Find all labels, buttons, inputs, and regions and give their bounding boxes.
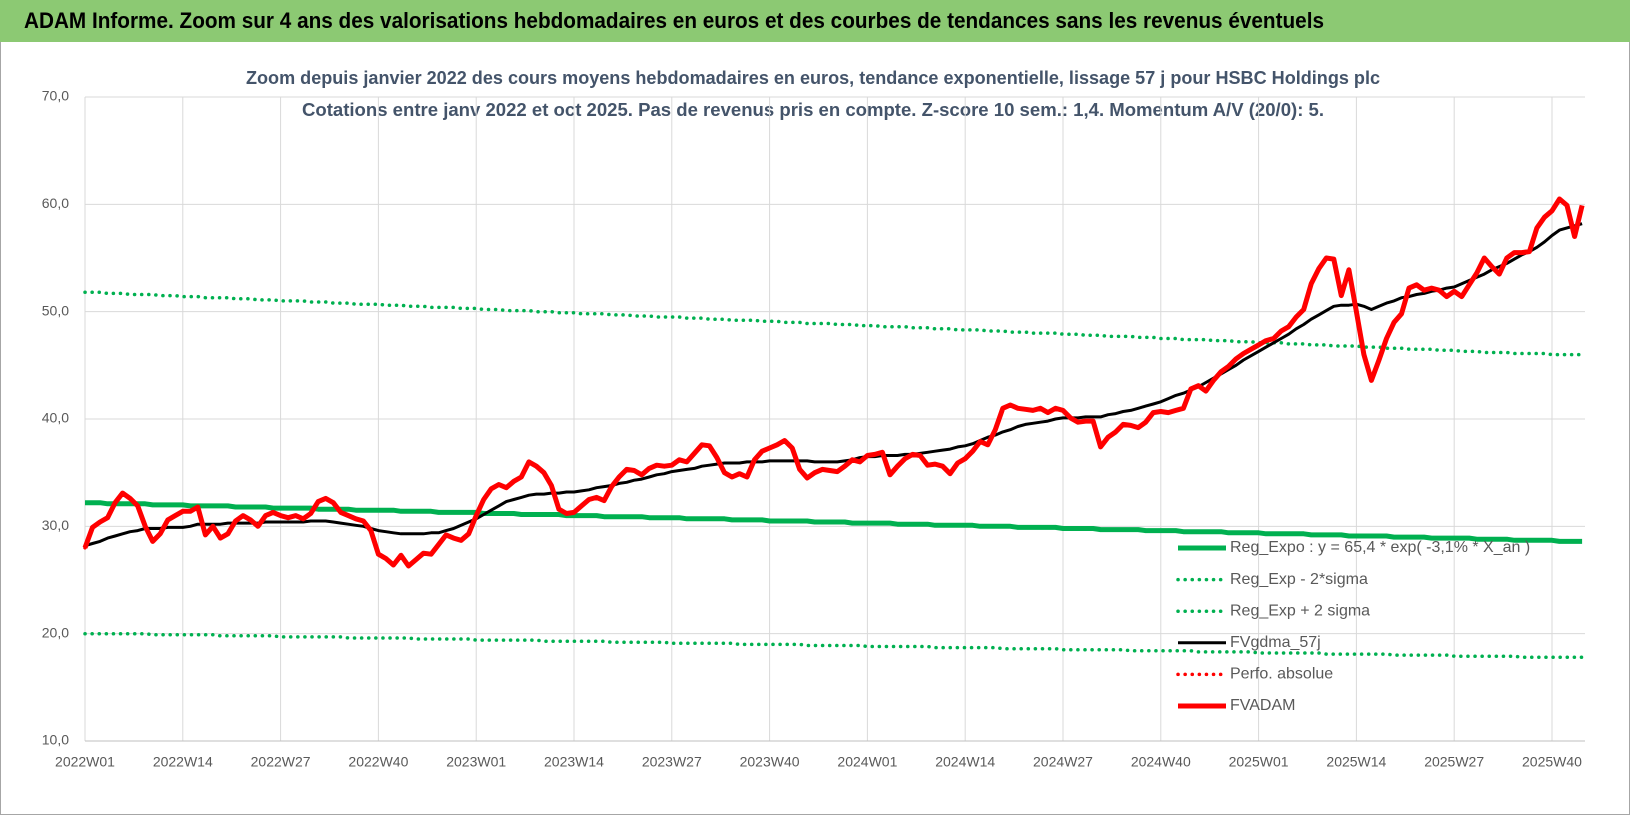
y-tick-label: 30,0 (42, 517, 69, 533)
legend-label: FVADAM (1230, 697, 1295, 714)
x-tick-label: 2025W14 (1326, 754, 1386, 770)
x-tick-label: 2023W01 (446, 754, 506, 770)
x-tick-label: 2024W40 (1131, 754, 1191, 770)
y-tick-label: 20,0 (42, 624, 69, 640)
series-line (82, 196, 1585, 569)
legend-label: Reg_Exp - 2*sigma (1230, 571, 1368, 588)
x-tick-label: 2025W40 (1522, 754, 1582, 770)
x-tick-label: 2024W14 (935, 754, 995, 770)
x-tick-label: 2022W14 (153, 754, 213, 770)
x-tick-label: 2025W27 (1424, 754, 1484, 770)
x-tick-label: 2023W14 (544, 754, 604, 770)
header-title: ADAM Informe. Zoom sur 4 ans des valoris… (24, 8, 1324, 33)
legend-label: FVgdma_57j (1230, 634, 1321, 651)
x-tick-label: 2022W40 (348, 754, 408, 770)
y-tick-label: 40,0 (42, 410, 69, 426)
x-tick-label: 2024W01 (837, 754, 897, 770)
legend-label: Reg_Expo : y = 65,4 * exp( -3,1% * X_an … (1230, 539, 1530, 556)
series-line (84, 222, 1583, 548)
x-tick-label: 2024W27 (1033, 754, 1093, 770)
grid (84, 96, 1585, 742)
x-tick-label: 2022W27 (251, 754, 311, 770)
y-tick-label: 60,0 (42, 195, 69, 211)
series-line (83, 290, 1584, 357)
chart-subtitle: Cotations entre janv 2022 et oct 2025. P… (302, 100, 1324, 120)
y-tick-label: 50,0 (42, 302, 69, 318)
y-tick-label: 10,0 (42, 732, 69, 748)
x-tick-label: 2022W01 (55, 754, 115, 770)
plot (82, 196, 1585, 660)
header-bar (0, 0, 1630, 42)
legend-label: Reg_Exp + 2 sigma (1230, 602, 1370, 619)
legend: Reg_Expo : y = 65,4 * exp( -3,1% * X_an … (1176, 539, 1530, 714)
x-tick-label: 2023W40 (740, 754, 800, 770)
x-tick-label: 2023W27 (642, 754, 702, 770)
series-line (83, 631, 1584, 660)
axes: 10,0 20,0 30,0 40,0 50,0 60,0 70,0 2022W01 2022W… (42, 88, 1585, 770)
y-tick-label: 70,0 (42, 88, 69, 104)
series-line (85, 500, 1583, 544)
legend-label: Perfo. absolue (1230, 666, 1333, 683)
x-tick-label: 2025W01 (1229, 754, 1289, 770)
chart-title: Zoom depuis janvier 2022 des cours moyen… (246, 68, 1380, 88)
